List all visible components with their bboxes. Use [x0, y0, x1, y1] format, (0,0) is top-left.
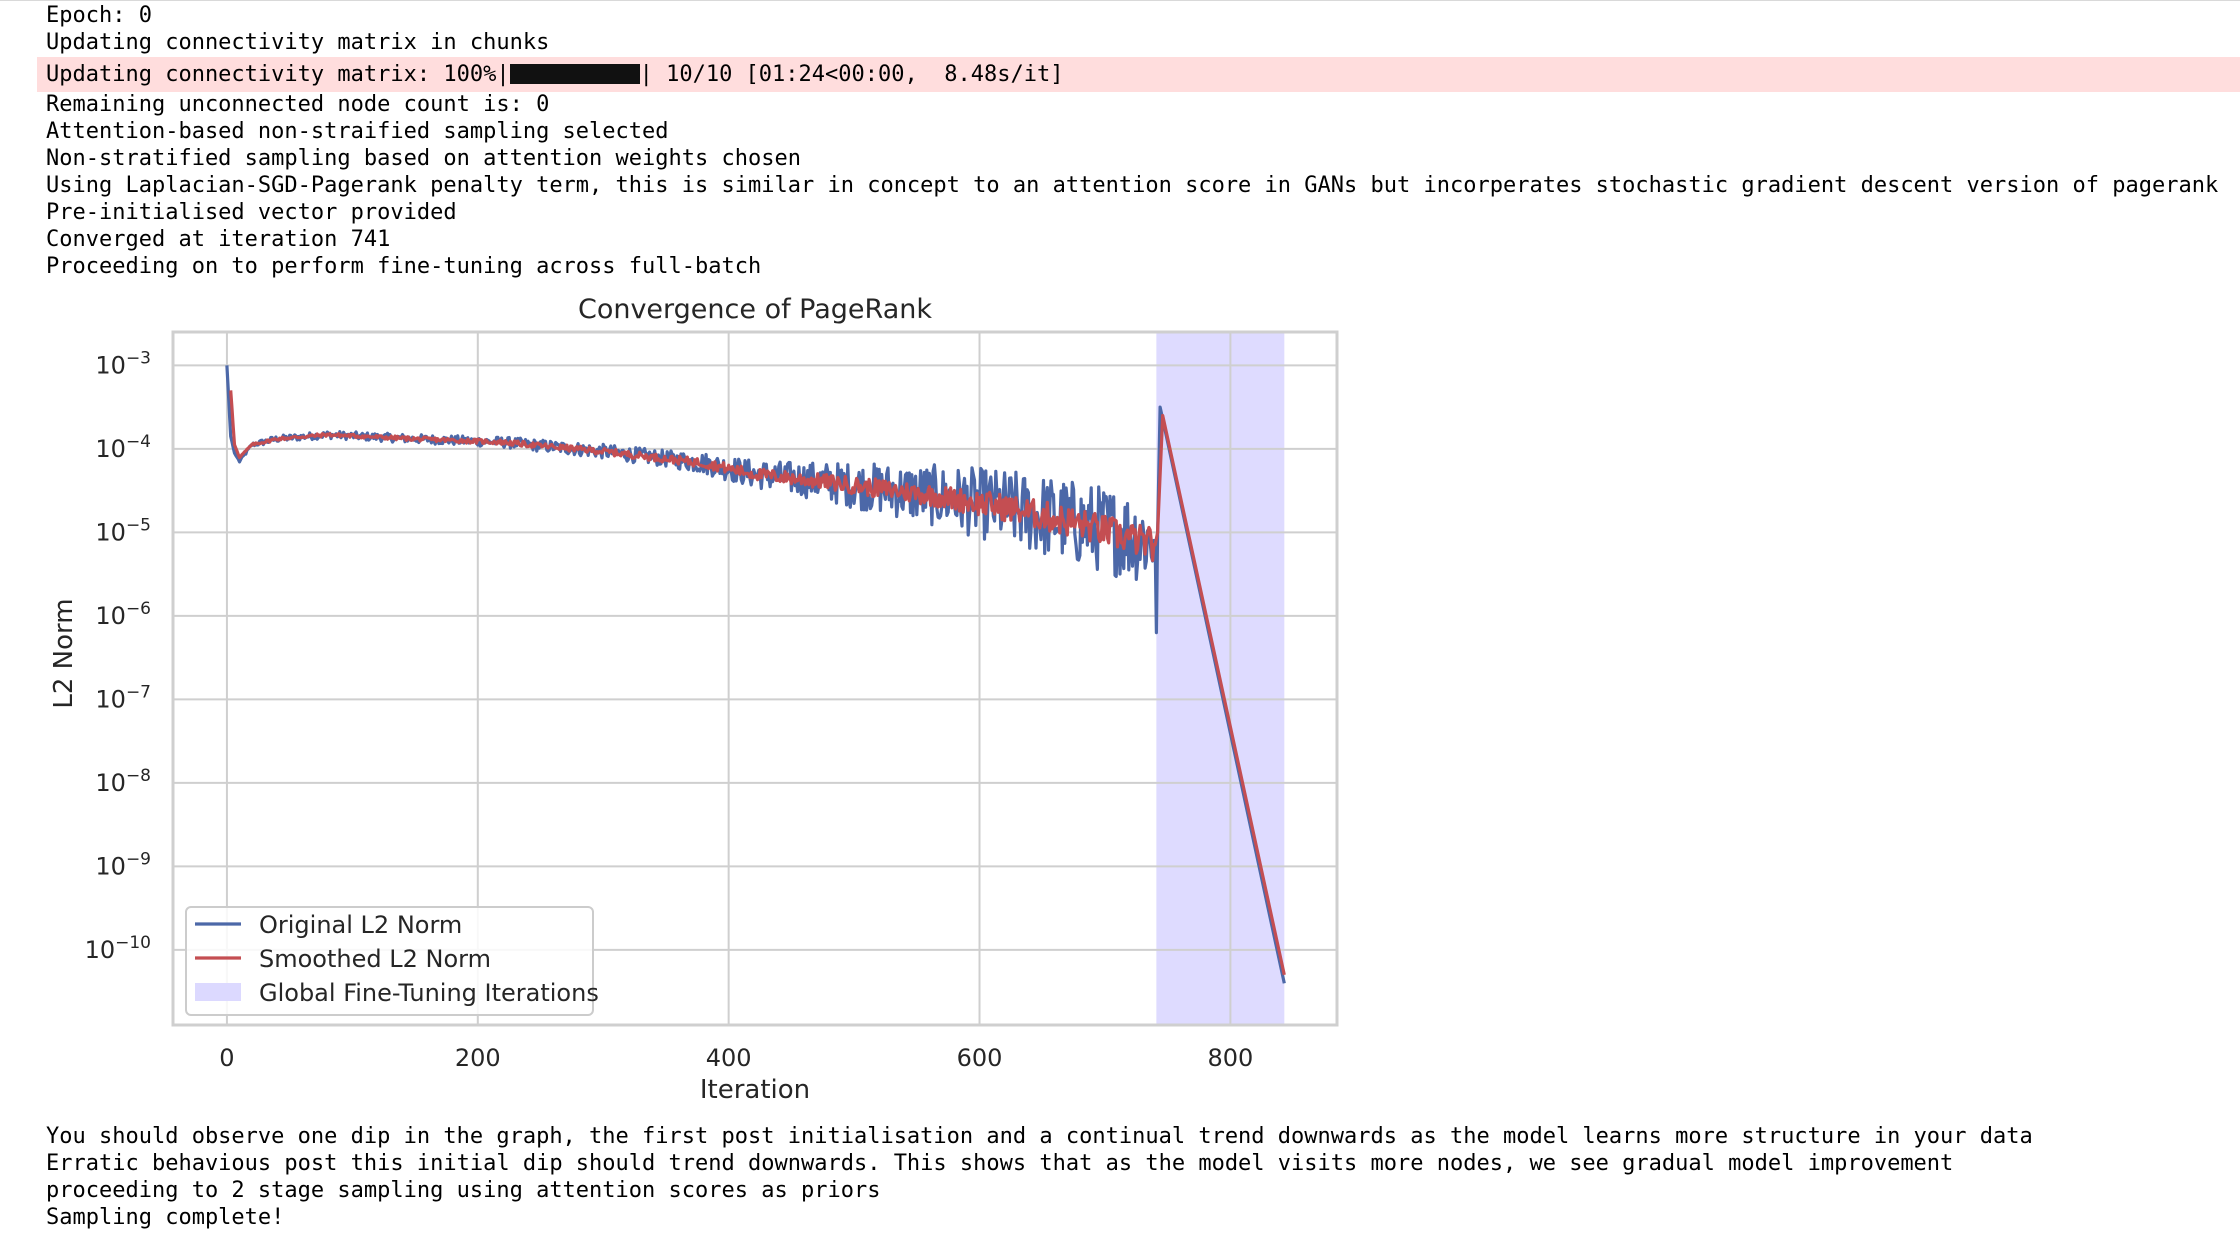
output-line: proceeding to 2 stage sampling using att…: [46, 1178, 881, 1203]
output-line: Pre-initialised vector provided: [46, 200, 457, 225]
pagerank-convergence-chart: 0 200 400 600 800 10−3 10−4 10−5 10−6 10−7 10−8 10−…: [40, 290, 1360, 1110]
chart-legend: Original L2 Norm Smoothed L2 Norm Global F…: [185, 906, 599, 1016]
legend-item-smoothed-label: Smoothed L2 Norm: [259, 945, 491, 973]
output-line: You should observe one dip in the graph,…: [46, 1124, 2033, 1149]
legend-item-fine-tuning-swatch: [195, 983, 241, 1001]
y-axis-label: L2 Norm: [49, 598, 79, 708]
cell-output-log: Remaining unconnected node count is: 0 At…: [46, 91, 2218, 280]
output-line: Sampling complete!: [46, 1205, 285, 1230]
x-tick-label: 600: [957, 1044, 1003, 1072]
x-tick-label: 800: [1207, 1044, 1253, 1072]
y-tick-label: 10−7: [95, 682, 151, 713]
legend-item-fine-tuning-label: Global Fine-Tuning Iterations: [259, 979, 599, 1007]
x-tick-label: 400: [706, 1044, 752, 1072]
cell-top-border: [0, 0, 2240, 1]
y-tick-label: 10−5: [95, 515, 151, 546]
y-tick-label: 10−3: [95, 348, 151, 379]
y-tick-label: 10−6: [95, 599, 151, 630]
output-line: Attention-based non-straified sampling s…: [46, 119, 669, 144]
y-tick-label: 10−10: [85, 933, 151, 964]
progress-bar: Updating connectivity matrix: 100%| | 10/…: [46, 61, 1063, 88]
cell-output-stdout: Epoch: 0 Updating connectivity matrix in …: [46, 2, 549, 56]
progress-prefix: Updating connectivity matrix: 100%|: [46, 62, 510, 87]
output-line: Proceeding on to perform fine-tuning acr…: [46, 254, 762, 279]
progress-bar-fill: [509, 64, 640, 84]
y-tick-label: 10−8: [95, 766, 151, 797]
output-line: Remaining unconnected node count is: 0: [46, 92, 550, 117]
legend-item-original-label: Original L2 Norm: [259, 911, 462, 939]
output-line: Using Laplacian-SGD-Pagerank penalty ter…: [46, 173, 2219, 198]
x-tick-label: 200: [455, 1044, 501, 1072]
output-line: Erratic behavious post this initial dip …: [46, 1151, 1954, 1176]
plot-frame: [171, 330, 1339, 1027]
output-line: Epoch: 0: [46, 3, 152, 28]
output-line: Non-stratified sampling based on attenti…: [46, 146, 801, 171]
output-line: Converged at iteration 741: [46, 227, 391, 252]
chart-svg: 0 200 400 600 800 10−3 10−4 10−5 10−6 10−7 10−8 10−…: [49, 294, 1339, 1105]
x-tick-label: 0: [219, 1044, 234, 1072]
legend-box: [185, 906, 594, 1016]
y-tick-label: 10−9: [95, 849, 151, 880]
progress-suffix: | 10/10 [01:24<00:00, 8.48s/it]: [639, 62, 1064, 87]
y-tick-label: 10−4: [95, 432, 151, 463]
x-axis-label: Iteration: [700, 1075, 810, 1105]
cell-output-summary: You should observe one dip in the graph,…: [46, 1123, 2033, 1231]
output-line: Updating connectivity matrix in chunks: [46, 30, 550, 55]
progress-stderr-band: [37, 57, 2240, 92]
chart-title: Convergence of PageRank: [578, 294, 932, 325]
smoothed-l2-norm-line: [229, 390, 1286, 976]
